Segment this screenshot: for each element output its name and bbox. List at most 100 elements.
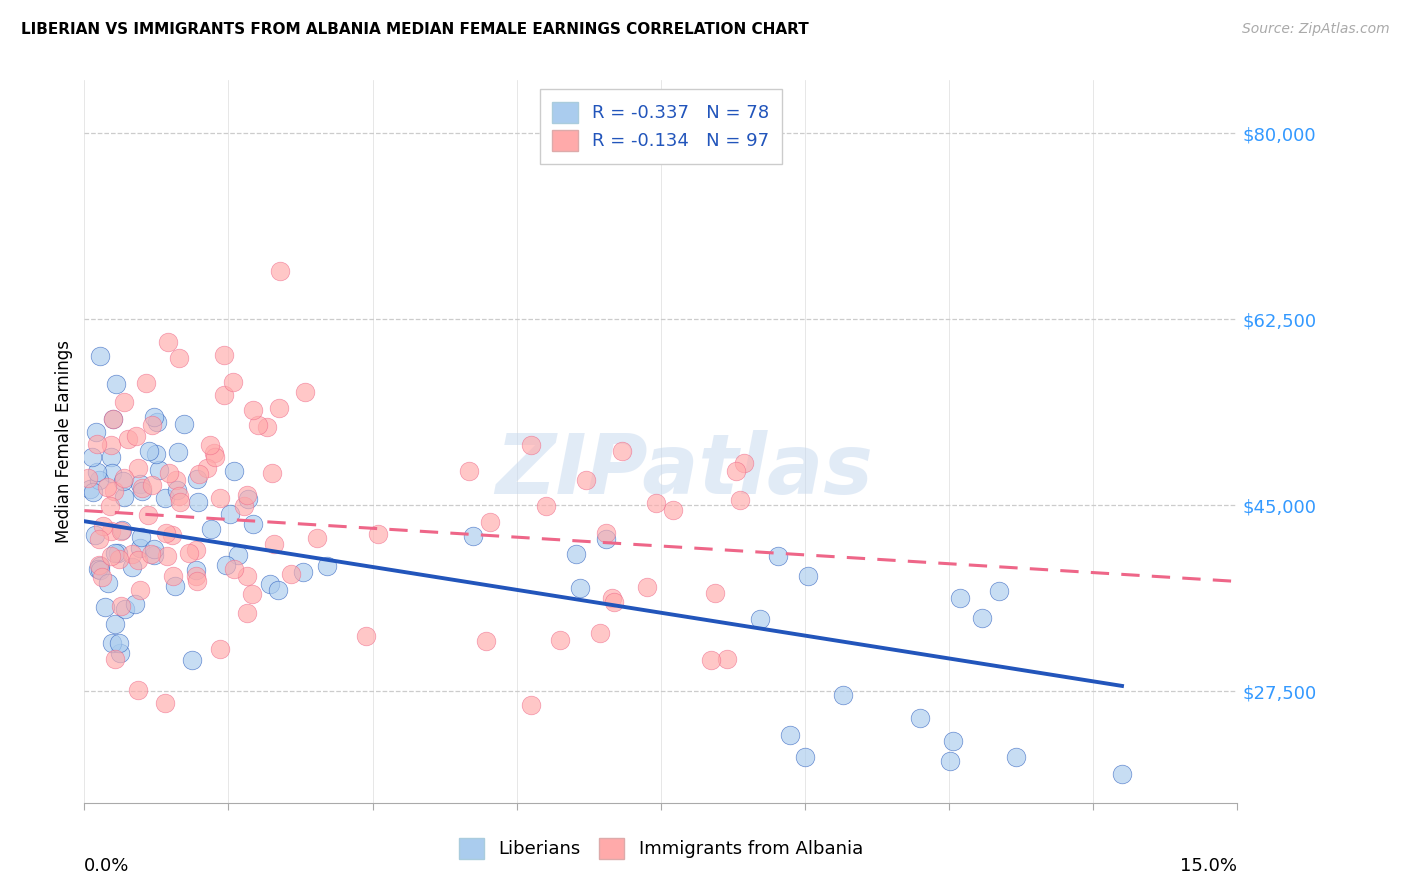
Point bbox=[157, 467, 180, 481]
Point bbox=[548, 632, 571, 647]
Point bbox=[603, 595, 626, 609]
Legend: Liberians, Immigrants from Albania: Liberians, Immigrants from Albania bbox=[451, 830, 870, 866]
Point bbox=[263, 536, 285, 550]
Point bbox=[949, 591, 972, 606]
Point bbox=[367, 527, 389, 541]
Point bbox=[222, 464, 245, 478]
Point bbox=[226, 548, 249, 562]
Point bbox=[184, 569, 207, 583]
Point bbox=[127, 461, 149, 475]
Point bbox=[315, 558, 337, 573]
Point bbox=[240, 587, 263, 601]
Point bbox=[519, 438, 541, 452]
Point bbox=[939, 754, 962, 768]
Point bbox=[127, 682, 149, 697]
Point bbox=[662, 503, 685, 517]
Point bbox=[564, 547, 586, 561]
Point bbox=[184, 562, 207, 576]
Point bbox=[112, 395, 135, 409]
Point bbox=[458, 465, 481, 479]
Point bbox=[215, 558, 238, 572]
Point bbox=[143, 541, 166, 556]
Point bbox=[129, 541, 152, 555]
Point bbox=[142, 410, 165, 425]
Point bbox=[111, 523, 134, 537]
Point bbox=[209, 642, 232, 657]
Point bbox=[704, 586, 727, 600]
Point bbox=[575, 473, 598, 487]
Point bbox=[748, 612, 770, 626]
Point bbox=[153, 491, 176, 506]
Point bbox=[129, 477, 152, 491]
Point bbox=[236, 606, 259, 620]
Point bbox=[100, 524, 122, 539]
Point bbox=[1005, 750, 1028, 764]
Point bbox=[200, 523, 222, 537]
Point bbox=[779, 728, 801, 742]
Point bbox=[156, 549, 179, 563]
Point bbox=[103, 484, 125, 499]
Point bbox=[259, 577, 281, 591]
Point bbox=[610, 443, 633, 458]
Point bbox=[479, 515, 502, 529]
Point bbox=[108, 646, 131, 660]
Point bbox=[79, 482, 101, 496]
Point bbox=[908, 711, 931, 725]
Point bbox=[218, 508, 240, 522]
Point bbox=[475, 633, 498, 648]
Point bbox=[127, 553, 149, 567]
Point bbox=[797, 569, 820, 583]
Point bbox=[644, 496, 666, 510]
Point bbox=[108, 552, 131, 566]
Text: Source: ZipAtlas.com: Source: ZipAtlas.com bbox=[1241, 22, 1389, 37]
Point bbox=[100, 636, 122, 650]
Point bbox=[153, 696, 176, 710]
Point bbox=[77, 471, 100, 485]
Point bbox=[131, 483, 153, 498]
Text: 15.0%: 15.0% bbox=[1180, 857, 1237, 875]
Point bbox=[139, 547, 162, 561]
Point bbox=[167, 351, 190, 366]
Text: 0.0%: 0.0% bbox=[84, 857, 129, 875]
Point bbox=[125, 428, 148, 442]
Point bbox=[121, 547, 143, 561]
Point bbox=[93, 518, 115, 533]
Point bbox=[214, 349, 236, 363]
Point bbox=[534, 499, 557, 513]
Point bbox=[110, 524, 132, 538]
Point bbox=[200, 437, 222, 451]
Point bbox=[84, 528, 107, 542]
Point bbox=[100, 549, 122, 563]
Point bbox=[100, 438, 122, 452]
Point bbox=[146, 415, 169, 429]
Point bbox=[87, 532, 110, 546]
Point bbox=[165, 473, 187, 487]
Point bbox=[208, 491, 231, 505]
Point bbox=[107, 546, 129, 560]
Point bbox=[141, 418, 163, 433]
Point bbox=[195, 461, 218, 475]
Point bbox=[256, 419, 278, 434]
Point bbox=[141, 478, 163, 492]
Point bbox=[86, 465, 108, 479]
Point bbox=[267, 582, 290, 597]
Point bbox=[84, 425, 107, 439]
Point bbox=[294, 384, 316, 399]
Point bbox=[169, 495, 191, 509]
Point bbox=[94, 600, 117, 615]
Point bbox=[97, 576, 120, 591]
Point bbox=[233, 499, 256, 513]
Point bbox=[112, 490, 135, 504]
Point bbox=[112, 474, 135, 488]
Point bbox=[222, 561, 245, 575]
Point bbox=[89, 563, 111, 577]
Point bbox=[188, 467, 211, 482]
Point bbox=[212, 388, 235, 402]
Point bbox=[148, 463, 170, 477]
Point bbox=[157, 334, 180, 349]
Point bbox=[724, 464, 747, 478]
Point bbox=[595, 532, 617, 546]
Point bbox=[138, 444, 160, 458]
Point bbox=[87, 558, 110, 572]
Point bbox=[246, 417, 269, 432]
